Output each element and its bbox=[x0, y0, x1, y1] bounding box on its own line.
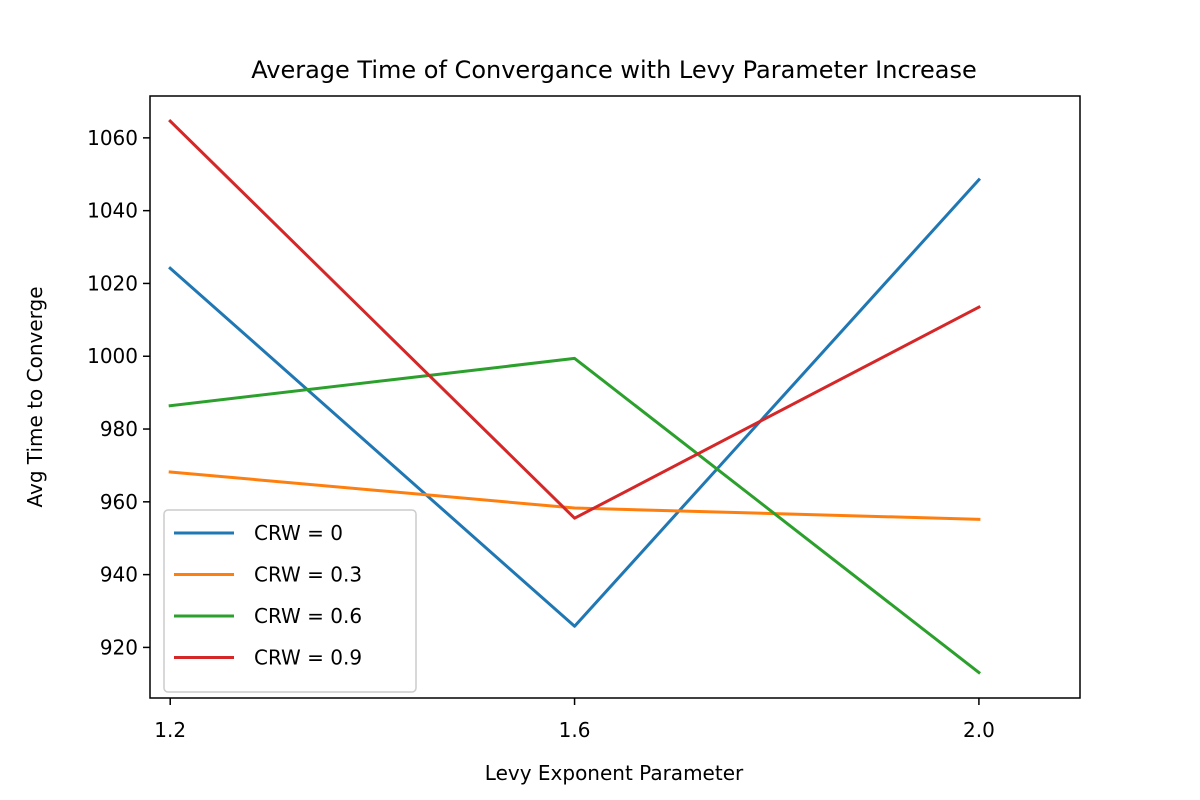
y-tick-label: 960 bbox=[100, 490, 138, 514]
x-axis: 1.2 1.6 2.0 bbox=[154, 698, 995, 742]
plot-lines bbox=[168, 118, 982, 675]
chart-title: Average Time of Convergance with Levy Pa… bbox=[251, 56, 976, 84]
series-line-2 bbox=[168, 470, 981, 521]
y-tick-label: 1020 bbox=[87, 271, 138, 295]
series-line-4 bbox=[168, 118, 981, 520]
legend: CRW = 0 CRW = 0.3 CRW = 0.6 CRW = 0.9 bbox=[163, 509, 417, 693]
y-tick-label: 980 bbox=[100, 417, 138, 441]
legend-entry-label: CRW = 0.6 bbox=[254, 604, 362, 628]
y-axis: 920 940 960 980 1000 1020 1040 1060 bbox=[87, 126, 150, 659]
legend-entry-label: CRW = 0 bbox=[254, 521, 343, 545]
y-tick-label: 1040 bbox=[87, 199, 138, 223]
x-tick-label: 2.0 bbox=[963, 718, 995, 742]
series-line-1 bbox=[168, 177, 982, 628]
x-tick-label: 1.6 bbox=[559, 718, 591, 742]
plot-frame bbox=[149, 95, 1081, 699]
x-axis-label: Levy Exponent Parameter bbox=[485, 761, 744, 785]
x-tick-label: 1.2 bbox=[154, 718, 186, 742]
y-tick-label: 1060 bbox=[87, 126, 138, 150]
y-tick-label: 920 bbox=[100, 635, 138, 659]
y-tick-label: 1000 bbox=[87, 344, 138, 368]
y-tick-label: 940 bbox=[100, 563, 138, 587]
legend-entry-label: CRW = 0.3 bbox=[254, 563, 362, 587]
y-axis-label: Avg Time to Converge bbox=[23, 286, 47, 507]
series-line-3 bbox=[168, 356, 982, 675]
legend-entry-label: CRW = 0.9 bbox=[254, 646, 362, 670]
legend-box bbox=[163, 509, 417, 693]
